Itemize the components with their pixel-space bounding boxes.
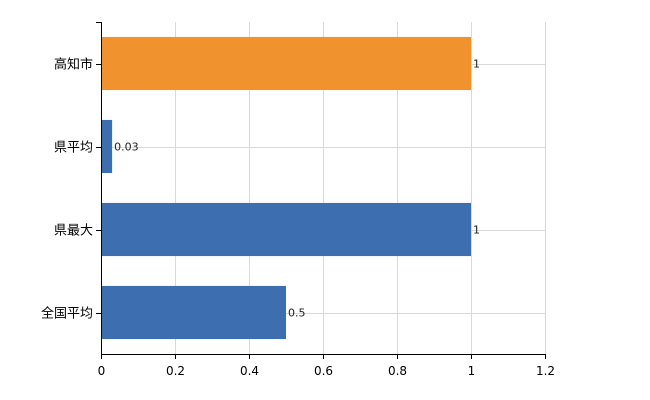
category-label: 高知市 bbox=[54, 57, 93, 73]
bars bbox=[101, 36, 471, 340]
category-label: 県平均 bbox=[54, 141, 93, 156]
x-tick-label: 0.8 bbox=[388, 364, 407, 378]
bar-value-label: 1 bbox=[473, 224, 480, 237]
bar-value-label: 0.03 bbox=[114, 141, 139, 154]
x-tick-label: 1 bbox=[468, 364, 476, 378]
bar-2 bbox=[101, 119, 113, 174]
x-tick-label: 1.2 bbox=[536, 364, 555, 378]
x-tick-label: 0 bbox=[98, 364, 106, 378]
bar-value-label: 1 bbox=[473, 58, 480, 71]
bar-4 bbox=[101, 285, 286, 340]
category-label: 県最大 bbox=[54, 224, 93, 239]
bar-3 bbox=[101, 202, 471, 257]
x-tick-label: 0.4 bbox=[240, 364, 259, 378]
category-label: 全国平均 bbox=[41, 306, 93, 322]
bar-value-label: 0.5 bbox=[288, 307, 306, 320]
x-tick-label: 0.2 bbox=[166, 364, 185, 378]
bar-1 bbox=[101, 36, 471, 91]
x-tick-label: 0.6 bbox=[314, 364, 333, 378]
labels: 1 高知市 0.03 県平均 1 県最大 0.5 全国平均 0 0.2 0.4 0.6 0.8 1 1.2 bbox=[41, 57, 555, 379]
axes bbox=[96, 22, 546, 359]
